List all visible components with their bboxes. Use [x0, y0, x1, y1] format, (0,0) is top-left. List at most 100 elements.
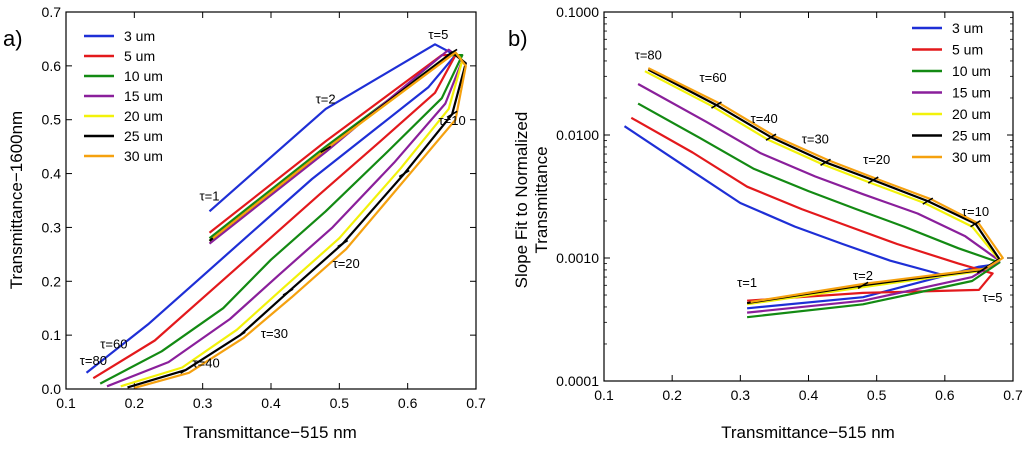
panel-a-tau-tick — [398, 169, 410, 178]
panel-b-tau-tick — [922, 197, 934, 205]
panel-a-ytick-label: 0.2 — [42, 273, 62, 289]
panel-b-tau-tick — [857, 281, 869, 289]
panel-b-tau-tick — [711, 101, 722, 109]
panel-b-xtick-label: 0.1 — [594, 387, 614, 403]
panel-b-xtick-label: 0.6 — [935, 387, 955, 403]
panel-a-series-line-15-um — [106, 48, 464, 388]
panel-a-legend-label-15-um: 15 um — [124, 88, 163, 104]
panel-a-xtick-label: 0.3 — [193, 395, 213, 411]
panel-b-legend-label-5-um: 5 um — [952, 42, 983, 58]
panel-b-series — [623, 67, 1004, 319]
panel-a-tau-tick — [320, 145, 332, 154]
panel-b-annotation-5: τ=5 — [983, 290, 1003, 305]
panel-b-annotation-20: τ=20 — [863, 152, 890, 167]
panel-b-xtick-label: 0.5 — [867, 387, 887, 403]
panel-b-ytick-label: 0.0001 — [556, 373, 599, 389]
panel-a-xtick-label: 0.4 — [261, 395, 281, 411]
panel-a-tau-tick — [180, 366, 191, 374]
panel-b-xtick-label: 0.4 — [799, 387, 819, 403]
panel-a-annotation-5: τ=5 — [428, 27, 448, 42]
panel-b-series-line-20-um — [644, 70, 1001, 306]
panel-b-annotation-30: τ=30 — [802, 132, 829, 147]
panel-a-series — [85, 43, 467, 389]
panel-a-tau-tick — [446, 110, 458, 119]
panel-a-legend-label-30-um: 30 um — [124, 148, 163, 164]
panel-b-ytick-label: 0.0010 — [556, 250, 599, 266]
panel-a-xtick-label: 0.1 — [56, 395, 76, 411]
panel-b-series-line-10-um — [637, 102, 1001, 319]
panel-a-tau-tick — [282, 288, 294, 296]
panel-a-legend-label-10-um: 10 um — [124, 68, 163, 84]
panel-b-tau-tick — [970, 220, 981, 228]
panel-a-tau-tick — [337, 239, 349, 248]
panel-b-xtick-label: 0.7 — [1003, 387, 1023, 403]
panel-a-series-line-25-um — [127, 51, 467, 389]
panel-a-xtick-label: 0.6 — [398, 395, 418, 411]
panel-b: b) 0.1 0.2 0.3 0.4 0.5 0.6 0.7 0.0001 0.0010 0.01… — [508, 4, 1023, 442]
panel-b-annotation-1: τ=1 — [737, 275, 757, 290]
panel-a-legend-label-3-um: 3 um — [124, 28, 155, 44]
panel-a-annotation-20: τ=20 — [333, 256, 360, 271]
panel-a-legend-label-20-um: 20 um — [124, 108, 163, 124]
panel-b-annotation-60: τ=60 — [699, 70, 726, 85]
panel-b-legend-label-25-um: 25 um — [952, 128, 991, 144]
panel-b-ytick-label: 0.1000 — [556, 4, 599, 20]
panel-a-frame — [65, 11, 477, 390]
panel-a-ytick-label: 0.5 — [42, 112, 62, 128]
panel-b-legend-label-30-um: 30 um — [952, 149, 991, 165]
panel-b-xtick-label: 0.2 — [662, 387, 682, 403]
panel-b-series-line-30-um — [647, 67, 1004, 303]
panel-a-series-line-30-um — [134, 51, 467, 389]
panel-b-ytick-label: 0.0100 — [556, 127, 599, 143]
panel-a-annotation-1: τ=1 — [200, 189, 220, 204]
panel-a-annotation-60: τ=60 — [100, 337, 127, 352]
panel-b-series-line-5-um — [630, 116, 994, 302]
panel-b-tau-tick — [976, 266, 988, 274]
panel-a: a) 0.1 0.2 0.3 0.4 0.5 0.6 0.70.00.10.20.30.40… — [3, 4, 486, 442]
panel-a-tau-tick — [446, 48, 458, 57]
panel-b-legend-label-10-um: 10 um — [952, 63, 991, 79]
panel-a-ytick-label: 0.6 — [42, 58, 62, 74]
panel-b-annotations: τ=1 τ=2 τ=5 τ=10 τ=20 τ=30 τ=40 τ=60 τ=80 — [635, 48, 1003, 305]
panel-a-ytick-label: 0.1 — [42, 327, 62, 343]
panel-a-series-line-5-um — [92, 53, 457, 380]
panel-a-legend-label-25-um: 25 um — [124, 128, 163, 144]
panel-b-legend: 3 um 5 um 10 um 15 um 20 um 25 um 30 um — [912, 20, 991, 165]
panel-a-annotation-40: τ=40 — [192, 355, 219, 370]
panel-b-xtick-label: 0.3 — [731, 387, 751, 403]
panel-b-annotation-40: τ=40 — [751, 111, 778, 126]
panel-a-annotation-10: τ=10 — [438, 113, 465, 128]
panel-a-annotations: τ=1 τ=2 τ=5 τ=10 τ=20 τ=30 τ=40 τ=60τ=80 — [80, 27, 466, 371]
panel-a-ytick-label: 0.3 — [42, 219, 62, 235]
panel-b-tau-tick — [867, 176, 879, 184]
panel-b-legend-label-15-um: 15 um — [952, 85, 991, 101]
panel-b-annotation-2: τ=2 — [853, 268, 873, 283]
panel-a-xtick-label: 0.7 — [466, 395, 486, 411]
panel-a-xlabel: Transmittance−515 nm — [183, 423, 357, 442]
panel-a-annotation-30: τ=30 — [261, 326, 288, 341]
panel-a-series-line-3-um — [85, 43, 457, 374]
panel-a-ytick-label: 0.7 — [42, 4, 62, 20]
panel-b-legend-label-3-um: 3 um — [952, 20, 983, 36]
panel-a-tau-tick — [234, 331, 246, 339]
panel-a-ytick-label: 0.4 — [42, 166, 62, 182]
panel-a-annotation-2: τ=2 — [316, 92, 336, 107]
panel-a-xtick-label: 0.2 — [125, 395, 145, 411]
panel-b-label: b) — [508, 26, 528, 51]
panel-b-series-line-25-um — [647, 68, 1001, 305]
panel-a-legend: 3 um 5 um 10 um 15 um 20 um 25 um 30 um — [84, 28, 163, 164]
panel-b-tau-tick — [820, 158, 831, 166]
panel-b-annotation-80: τ=80 — [635, 48, 662, 63]
panel-b-series-line-15-um — [637, 83, 1001, 314]
panel-b-ylabel-line1: Slope Fit to Normalized — [512, 112, 531, 289]
panel-b-frame — [603, 11, 1014, 382]
panel-b-annotation-10: τ=10 — [962, 204, 989, 219]
panel-a-label: a) — [3, 26, 23, 51]
panel-b-legend-label-20-um: 20 um — [952, 106, 991, 122]
panel-a-xtick-label: 0.5 — [330, 395, 350, 411]
panel-a-ytick-label: 0.0 — [42, 381, 62, 397]
panel-a-legend-label-5-um: 5 um — [124, 48, 155, 64]
panel-b-xlabel: Transmittance−515 nm — [721, 423, 895, 442]
